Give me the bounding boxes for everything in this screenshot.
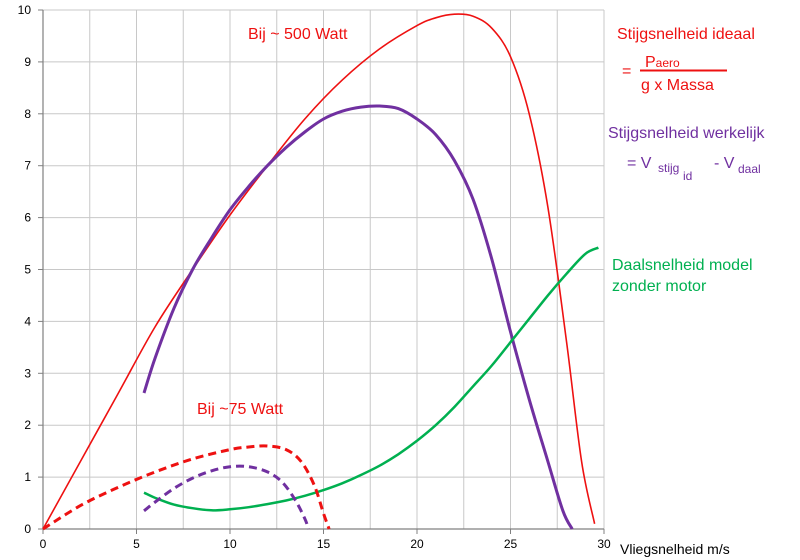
series-line-real-75 (143, 464, 310, 530)
x-tick-label: 30 (597, 537, 611, 551)
annotation-75-watt: Bij ~75 Watt (197, 401, 284, 418)
y-tick-label: 8 (24, 107, 31, 121)
grid (43, 9, 605, 529)
y-tick-label: 0 (24, 522, 31, 536)
ideal-climb-formula: Stijgsnelheid ideaal = Paero g x Massa (617, 26, 755, 94)
series-line-real-500 (142, 104, 574, 530)
sink-rate-line1: Daalsnelheid model (612, 257, 753, 274)
ideal-climb-equals: = (622, 63, 631, 80)
y-tick-label: 2 (24, 418, 31, 432)
y-tick-label: 10 (18, 3, 32, 17)
y-tick-label: 7 (24, 159, 31, 173)
series-line-ideal-75 (42, 444, 331, 531)
series-line-sink (143, 246, 599, 512)
sink-rate-line2: zonder motor (612, 278, 707, 295)
real-climb-equals-v: = V (627, 155, 652, 172)
tick-labels: 0 5 10 15 20 25 30 0 1 2 3 4 5 6 7 8 9 10 (18, 3, 611, 551)
real-climb-sub-stijg: stijg (658, 161, 679, 175)
series (42, 13, 599, 531)
x-tick-label: 0 (40, 537, 47, 551)
axes (38, 9, 605, 534)
real-climb-minus-v: - V (714, 155, 735, 172)
y-tick-label: 3 (24, 366, 31, 380)
real-climb-sub-id: id (683, 169, 692, 183)
x-tick-label: 10 (223, 537, 237, 551)
y-tick-label: 9 (24, 55, 31, 69)
ideal-climb-numerator: Paero (645, 54, 680, 71)
y-tick-label: 5 (24, 263, 31, 277)
y-tick-label: 4 (24, 314, 31, 328)
y-tick-label: 6 (24, 211, 31, 225)
annotation-500-watt: Bij ~ 500 Watt (248, 26, 348, 43)
y-tick-label: 1 (24, 470, 31, 484)
real-climb-formula: Stijgsnelheid werkelijk = V stijg id - V… (608, 125, 766, 183)
real-climb-sub-daal: daal (738, 162, 761, 176)
ideal-climb-denominator: g x Massa (641, 77, 714, 94)
series-line-ideal-500 (42, 13, 596, 530)
real-climb-title: Stijgsnelheid werkelijk (608, 125, 766, 142)
x-tick-label: 5 (133, 537, 140, 551)
x-tick-label: 20 (410, 537, 424, 551)
ideal-climb-title: Stijgsnelheid ideaal (617, 26, 755, 43)
x-tick-label: 25 (504, 537, 518, 551)
x-tick-label: 15 (317, 537, 331, 551)
x-axis-label: Vliegsnelheid m/s (620, 541, 730, 557)
sink-rate-label: Daalsnelheid model zonder motor (612, 257, 753, 295)
